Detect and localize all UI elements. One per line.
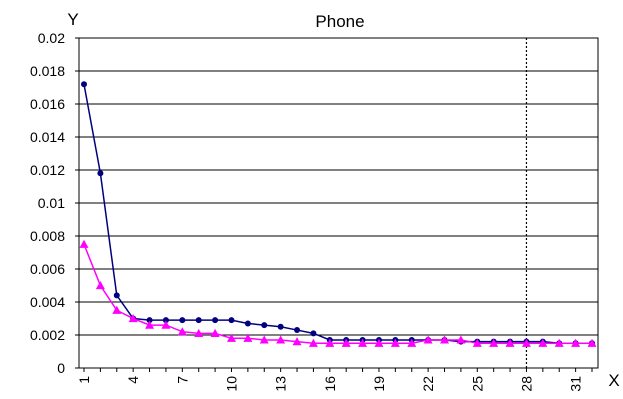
series-2-point bbox=[112, 306, 121, 314]
series-1-point bbox=[97, 170, 103, 176]
x-tick-label-0: 1 bbox=[76, 376, 92, 384]
x-tick-label-10: 31 bbox=[568, 376, 584, 392]
y-tick-label-1: 0.002 bbox=[30, 327, 65, 343]
y-tick-label-7: 0.014 bbox=[30, 129, 65, 145]
series-1-point bbox=[212, 317, 218, 323]
series-1-point bbox=[278, 324, 284, 330]
series-1-point bbox=[114, 292, 120, 298]
x-tick-label-1: 4 bbox=[125, 376, 141, 384]
y-tick-label-8: 0.016 bbox=[30, 96, 65, 112]
gridlines bbox=[79, 38, 598, 335]
series-1-point bbox=[81, 81, 87, 87]
x-tick-label-6: 19 bbox=[371, 376, 387, 392]
x-tick-label-4: 13 bbox=[273, 376, 289, 392]
y-tick-label-4: 0.008 bbox=[30, 228, 65, 244]
y-tick-label-3: 0.006 bbox=[30, 261, 65, 277]
series-layer bbox=[80, 81, 597, 347]
y-axis-ticks: 0 0.002 0.004 0.006 0.008 0.01 0.012 0.014 0.016… bbox=[30, 30, 79, 376]
x-axis-ticks: 1 4 7 10 13 16 19 22 25 28 31 bbox=[76, 368, 592, 392]
y-tick-label-5: 0.01 bbox=[38, 195, 65, 211]
x-tick-label-9: 28 bbox=[518, 376, 534, 392]
series-1-line bbox=[84, 84, 592, 343]
series-2-point bbox=[80, 240, 89, 248]
y-tick-label-9: 0.018 bbox=[30, 63, 65, 79]
x-tick-label-7: 22 bbox=[420, 376, 436, 392]
series-1-point bbox=[179, 317, 185, 323]
series-1-point bbox=[261, 322, 267, 328]
series-1-point bbox=[245, 320, 251, 326]
series-1 bbox=[81, 81, 595, 346]
y-tick-label-0: 0 bbox=[57, 360, 65, 376]
series-1-point bbox=[228, 317, 234, 323]
x-tick-label-5: 16 bbox=[322, 376, 338, 392]
x-axis-label: X bbox=[608, 371, 619, 390]
y-tick-label-6: 0.012 bbox=[30, 162, 65, 178]
x-tick-label-8: 25 bbox=[469, 376, 485, 392]
y-tick-label-10: 0.02 bbox=[38, 30, 65, 46]
series-2-point bbox=[96, 281, 105, 289]
series-2-point bbox=[178, 327, 187, 335]
x-tick-label-3: 10 bbox=[223, 376, 239, 392]
series-1-point bbox=[310, 330, 316, 336]
y-tick-label-2: 0.004 bbox=[30, 294, 65, 310]
series-2 bbox=[80, 240, 597, 347]
series-1-point bbox=[294, 327, 300, 333]
series-1-point bbox=[196, 317, 202, 323]
y-axis-label: Y bbox=[67, 10, 78, 29]
series-2-line bbox=[84, 244, 592, 343]
x-tick-label-2: 7 bbox=[174, 376, 190, 384]
chart-title: Phone bbox=[315, 12, 364, 31]
